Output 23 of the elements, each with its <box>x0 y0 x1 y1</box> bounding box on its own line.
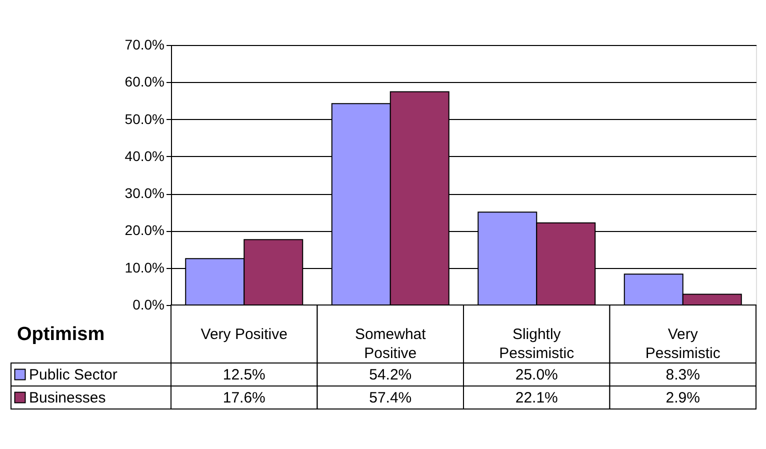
x-axis-title: Optimism <box>17 324 105 345</box>
data-label: 12.5% <box>222 366 266 384</box>
legend-label: Businesses <box>29 390 106 406</box>
y-tick-label: 0.0% <box>132 296 164 312</box>
data-label: 57.4% <box>369 390 412 406</box>
y-tick-label: 70.0% <box>124 36 164 52</box>
x-tick-label: Somewhat Positive <box>354 326 427 362</box>
data-label: 8.3% <box>666 366 700 384</box>
data-label: 54.2% <box>369 366 412 384</box>
x-tick-label: Very Pessimistic <box>645 326 721 362</box>
y-tick-label: 60.0% <box>124 74 164 90</box>
y-tick-label: 50.0% <box>124 110 164 127</box>
data-label: 2.9% <box>666 390 700 406</box>
y-tick-label: 40.0% <box>124 148 164 164</box>
y-tick-label: 10.0% <box>124 259 164 276</box>
x-tick-label: Very Positive <box>200 326 288 343</box>
data-label: 22.1% <box>515 390 558 406</box>
data-label: 25.0% <box>515 366 558 384</box>
y-tick-label: 20.0% <box>124 222 164 238</box>
data-label: 17.6% <box>222 390 266 406</box>
legend-label: Public Sector <box>29 366 118 384</box>
x-tick-label: Slightly Pessimistic <box>499 326 575 362</box>
y-tick-label: 30.0% <box>124 185 164 202</box>
